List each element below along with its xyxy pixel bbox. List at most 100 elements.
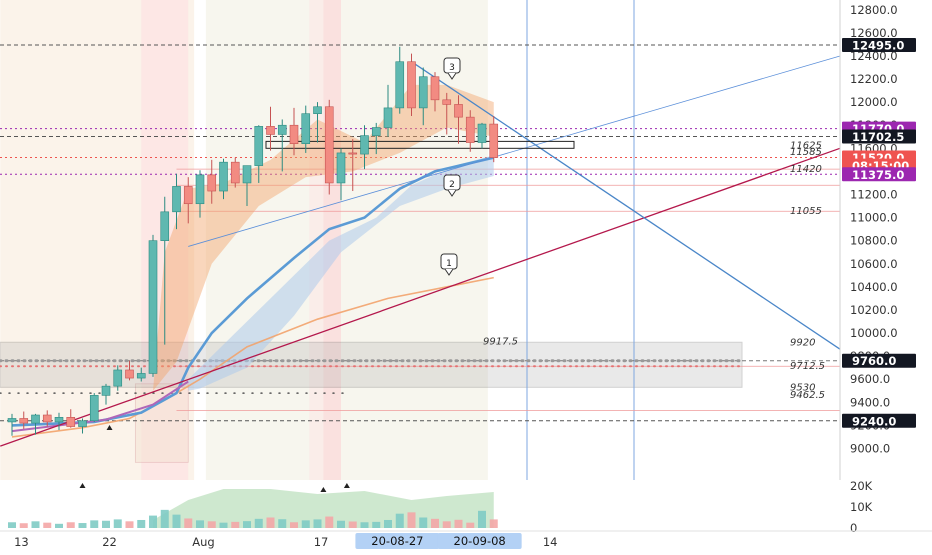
date-badge: 20-08-27 — [355, 533, 440, 549]
badge-text: 20-09-08 — [454, 534, 506, 548]
candle-body — [254, 126, 264, 166]
candle — [477, 122, 487, 149]
candle-body — [7, 418, 17, 423]
candle — [242, 165, 252, 207]
volume-bar — [184, 518, 193, 528]
candle-body — [277, 124, 287, 135]
candle — [289, 107, 299, 156]
candle — [336, 148, 346, 201]
time-tick-label: Aug — [192, 535, 214, 549]
candle-body — [101, 385, 111, 396]
price-tick-label: 10200.0 — [850, 303, 898, 317]
candle — [442, 92, 452, 135]
price-tick-label: 10000.0 — [850, 326, 898, 340]
volume-bar — [149, 515, 157, 528]
badge-bg — [842, 129, 916, 144]
grid-layer — [0, 0, 840, 530]
candle-body — [395, 61, 405, 109]
trendline-blue-down — [411, 61, 841, 350]
time-tick-label: 22 — [102, 535, 117, 549]
level-note: 9920 — [790, 337, 815, 348]
candle — [383, 84, 393, 137]
volume-layer: 0 10K 20K — [0, 425, 873, 535]
candle-body — [383, 107, 393, 128]
price-tick-label: 11000.0 — [850, 211, 898, 225]
candle — [254, 125, 264, 183]
volume-bar — [384, 519, 392, 528]
price-label-badge: 12495.0 — [842, 37, 916, 52]
volume-bar — [466, 522, 475, 528]
candle — [101, 383, 111, 405]
candle-body — [54, 417, 64, 423]
candle-body — [66, 417, 76, 427]
callout-2: 2 — [443, 174, 461, 197]
candle — [160, 196, 170, 345]
candle — [489, 115, 499, 163]
candle-body — [289, 124, 299, 144]
candle-body — [219, 161, 228, 192]
volume-bar — [243, 521, 251, 528]
candle-body — [430, 76, 440, 101]
candle-body — [266, 126, 275, 135]
badge-text: 11702.5 — [852, 130, 904, 144]
volume-bar — [407, 512, 416, 528]
time-tick-label: 13 — [14, 535, 29, 549]
candles-layer — [7, 46, 499, 436]
level-note: 11055 — [790, 206, 822, 217]
candle — [183, 177, 193, 224]
callout-pointer — [447, 72, 457, 80]
badge-text: 20-08-27 — [371, 534, 423, 548]
volume-bar — [454, 519, 463, 528]
volume-bar — [160, 509, 169, 528]
volume-bar — [254, 518, 263, 528]
callout-label: 2 — [449, 180, 455, 190]
price-tick-label: 12400.0 — [850, 49, 898, 63]
volume-bar — [431, 518, 439, 528]
candle — [277, 119, 287, 172]
volume-tick-label: 0 — [850, 521, 857, 535]
candle-body — [301, 113, 311, 144]
candle — [395, 46, 405, 114]
badge-bg — [842, 413, 916, 428]
candle — [54, 412, 64, 431]
price-tick-label: 9000.0 — [850, 441, 890, 455]
volume-bar — [78, 523, 87, 528]
volume-bar — [337, 520, 345, 528]
candle — [418, 67, 428, 126]
volume-bar — [43, 522, 52, 528]
price-axis-layer: 9000.09200.09400.09600.09800.010000.0102… — [483, 0, 916, 480]
price-tick-label: 12800.0 — [850, 3, 898, 17]
level-note: 9712.5 — [790, 361, 825, 372]
badge-bg — [842, 353, 916, 368]
signal-arrow — [320, 487, 327, 492]
candle-body — [442, 99, 452, 105]
candle-body — [407, 61, 416, 109]
volume-bar — [419, 517, 428, 528]
callout-pointer — [447, 189, 457, 197]
price-label-badge: 11375.0 — [842, 167, 916, 182]
price-tick-label: 12600.0 — [850, 26, 898, 40]
candle — [360, 125, 369, 170]
volume-bar — [172, 514, 181, 528]
candle — [371, 122, 381, 155]
candle-body — [136, 373, 146, 379]
candle — [230, 157, 240, 188]
candle — [324, 99, 334, 195]
candle-body — [348, 152, 358, 155]
candle-body — [489, 123, 499, 158]
signal-arrow — [79, 483, 86, 488]
badge-bg — [842, 37, 916, 52]
volume-bar — [266, 517, 275, 528]
volume-bar — [19, 523, 28, 528]
candle-body — [336, 152, 346, 184]
volume-bar — [290, 522, 298, 528]
candle — [125, 360, 134, 381]
price-label-badge: 9240.0 — [842, 413, 916, 428]
signal-arrow — [343, 483, 350, 488]
date-badge: 20-09-08 — [437, 533, 522, 549]
volume-bar — [489, 519, 498, 528]
volume-bar — [137, 519, 146, 528]
volume-bar — [102, 520, 110, 528]
